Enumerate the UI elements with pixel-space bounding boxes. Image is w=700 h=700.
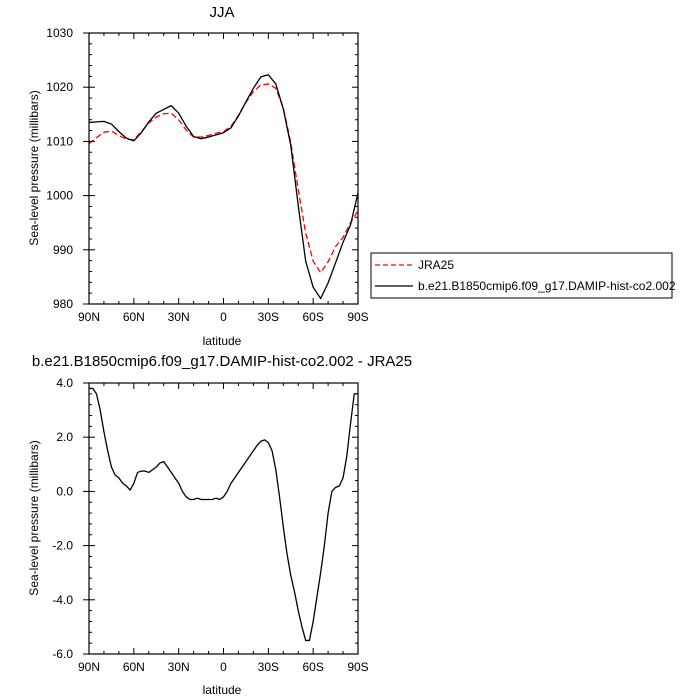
legend-box <box>370 252 673 299</box>
bottom-x-tick-label: 0 <box>220 660 227 674</box>
top-y-tick-label: 1030 <box>46 26 73 40</box>
top-x-tick-label: 30S <box>258 310 279 324</box>
top-x-tick-label: 90N <box>78 310 100 324</box>
top-x-axis-title: latitude <box>203 334 242 348</box>
top-y-axis-title: Sea-level pressure (millibars) <box>27 90 41 245</box>
bottom-plot-area <box>89 387 358 642</box>
bottom-series-line-0 <box>89 387 358 642</box>
top-x-tick-label: 30N <box>168 310 190 324</box>
top-series-line-1 <box>88 74 359 300</box>
bottom-y-tick-label: 4.0 <box>56 376 73 390</box>
legend-label-jra25: JRA25 <box>418 258 454 272</box>
top-y-tick-label: 980 <box>53 297 73 311</box>
top-chart-panel: JJA 90N 60N 30N 0 30S 60S 90S 980 990 1000 1010 102… <box>27 4 676 348</box>
top-x-tick-label: 90S <box>347 310 368 324</box>
bottom-y-tick-label: -2.0 <box>52 539 73 553</box>
bottom-chart-title: b.e21.B1850cmip6.f09_g17.DAMIP-hist-co2.… <box>32 353 412 370</box>
bottom-y-tick-label: -4.0 <box>52 593 73 607</box>
top-x-tick-label: 60S <box>302 310 323 324</box>
bottom-x-tick-label: 60N <box>123 660 145 674</box>
top-plot-area <box>88 74 359 300</box>
bottom-x-tick-label: 90N <box>78 660 100 674</box>
top-x-tick-label: 0 <box>220 310 227 324</box>
top-y-tick-label: 1010 <box>46 134 73 148</box>
legend: JRA25 b.e21.B1850cmip6.f09_g17.DAMIP-his… <box>370 252 676 299</box>
bottom-x-tick-label: 60S <box>302 660 323 674</box>
bottom-plot-frame <box>88 382 359 655</box>
top-chart-title: JJA <box>209 4 234 21</box>
top-plot-frame <box>88 32 359 305</box>
bottom-y-axis-title: Sea-level pressure (millibars) <box>27 440 41 595</box>
bottom-x-tick-label: 90S <box>347 660 368 674</box>
top-y-tick-label: 1020 <box>46 80 73 94</box>
top-y-tick-label: 1000 <box>46 189 73 203</box>
bottom-y-tick-label: 0.0 <box>56 484 73 498</box>
bottom-y-tick-label: 2.0 <box>56 430 73 444</box>
bottom-x-axis-title: latitude <box>203 683 242 697</box>
top-axis-ticks: 90N 60N 30N 0 30S 60S 90S 980 990 1000 1010 1020 103… <box>46 26 368 324</box>
bottom-y-tick-label: -6.0 <box>52 647 73 661</box>
legend-label-model: b.e21.B1850cmip6.f09_g17.DAMIP-hist-co2.… <box>418 279 676 293</box>
bottom-chart-panel: b.e21.B1850cmip6.f09_g17.DAMIP-hist-co2.… <box>27 353 412 697</box>
top-x-tick-label: 60N <box>123 310 145 324</box>
top-y-tick-label: 990 <box>53 243 73 257</box>
top-series-line-0 <box>88 83 359 274</box>
bottom-x-tick-label: 30S <box>258 660 279 674</box>
bottom-axis-ticks: 90N 60N 30N 0 30S 60S 90S -6.0 -4.0 -2.0 0.0 2.0 4.0 <box>52 376 368 674</box>
bottom-x-tick-label: 30N <box>168 660 190 674</box>
